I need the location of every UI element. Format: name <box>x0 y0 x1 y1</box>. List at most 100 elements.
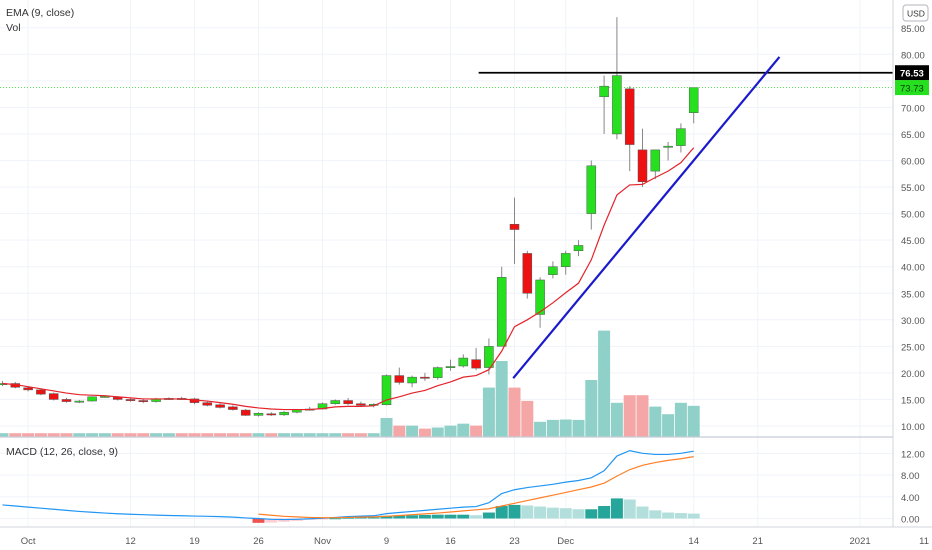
macd-histogram-bar <box>598 506 611 519</box>
candle[interactable] <box>432 366 443 380</box>
macd-legend[interactable]: MACD (12, 26, close, 9) <box>6 446 118 458</box>
candle[interactable] <box>663 141 673 161</box>
candle[interactable] <box>74 399 85 404</box>
macd-histogram <box>252 498 700 523</box>
currency-button-frame <box>902 4 929 22</box>
candle-body <box>215 404 225 408</box>
macd-histogram-bar <box>495 506 508 519</box>
candle[interactable] <box>599 75 609 134</box>
volume-bar <box>137 433 150 437</box>
volume-bar <box>47 433 60 437</box>
candle[interactable] <box>484 338 494 375</box>
volume-bar <box>572 419 585 437</box>
candle-body <box>458 357 469 367</box>
candle[interactable] <box>240 409 251 416</box>
resistance-price-tag-bg <box>895 65 929 81</box>
candle[interactable] <box>612 17 622 140</box>
volume-bar <box>521 400 534 437</box>
candle[interactable] <box>496 266 507 347</box>
candle[interactable] <box>509 197 520 265</box>
volume-bar <box>342 433 355 437</box>
macd-histogram-bar <box>674 513 687 519</box>
trend-line[interactable] <box>512 56 781 379</box>
candle[interactable] <box>266 412 277 416</box>
candle[interactable] <box>560 250 571 275</box>
price-tick-label: 35.00 <box>901 289 925 300</box>
candle[interactable] <box>381 374 392 406</box>
volume-bar <box>34 433 47 437</box>
candle[interactable] <box>87 396 97 402</box>
macd-histogram-bar <box>572 509 585 519</box>
candle-body <box>253 413 264 416</box>
volume-bar <box>86 433 99 437</box>
candle[interactable] <box>573 240 584 257</box>
candle[interactable] <box>650 149 661 180</box>
macd-histogram-bar <box>380 515 393 519</box>
candle-body <box>279 411 289 416</box>
candle-body <box>522 253 533 294</box>
candle[interactable] <box>458 354 469 368</box>
candle-body <box>266 413 277 416</box>
time-tick-label: Dec <box>557 536 574 547</box>
candle[interactable] <box>343 397 353 406</box>
time-axis[interactable]: Oct 12 19 26 Nov 9 16 23 Dec 14 21 2021 11 <box>0 526 932 547</box>
candle-body <box>599 85 609 98</box>
price-tick-label: 85.00 <box>901 24 925 35</box>
candle[interactable] <box>330 399 341 405</box>
volume-bar <box>610 402 623 437</box>
candle[interactable] <box>676 123 686 153</box>
candle[interactable] <box>471 347 481 371</box>
volume-bar <box>201 433 214 437</box>
resistance-price-tag: 76.53 <box>895 65 929 81</box>
volume-bar <box>175 433 188 437</box>
price-tick-label: 80.00 <box>901 50 925 61</box>
candle[interactable] <box>228 405 238 411</box>
candle[interactable] <box>215 403 225 409</box>
candle[interactable] <box>61 397 72 403</box>
candle[interactable] <box>279 411 289 416</box>
price-tick-label: 40.00 <box>901 263 925 274</box>
macd-histogram-bar <box>354 517 367 519</box>
time-tick-label: 26 <box>253 536 264 547</box>
volume-legend[interactable]: Vol <box>6 22 21 34</box>
candle[interactable] <box>548 261 558 279</box>
candle[interactable] <box>394 367 405 385</box>
main-legend[interactable]: EMA (9, close) Vol <box>6 7 74 34</box>
candle[interactable] <box>445 359 456 371</box>
volume-bar <box>98 433 111 437</box>
volume-bar <box>495 361 508 437</box>
volume-bar <box>546 419 559 437</box>
candle[interactable] <box>125 398 136 402</box>
candle[interactable] <box>535 277 545 328</box>
macd-tick-label: 8.00 <box>901 471 920 482</box>
volume-bar <box>214 433 227 437</box>
candle[interactable] <box>36 388 46 396</box>
macd-histogram-bar <box>508 504 521 519</box>
grid <box>0 0 925 527</box>
candle-body <box>23 387 33 391</box>
candle[interactable] <box>253 412 264 417</box>
candle[interactable] <box>407 375 417 388</box>
volume-bar <box>73 433 86 437</box>
volume-bar <box>662 414 675 437</box>
candle[interactable] <box>202 401 213 407</box>
candle[interactable] <box>624 86 635 172</box>
volume-bar <box>598 330 611 437</box>
candle[interactable] <box>522 250 533 299</box>
candle[interactable] <box>420 372 430 381</box>
candle[interactable] <box>356 401 366 407</box>
volume-bars <box>0 330 700 437</box>
ema-legend[interactable]: EMA (9, close) <box>6 7 74 19</box>
candle[interactable] <box>586 160 597 230</box>
candle[interactable] <box>637 128 648 188</box>
candle-body <box>432 367 443 378</box>
candle[interactable] <box>48 392 59 401</box>
volume-bar <box>111 433 124 437</box>
time-tick-label: 2021 <box>850 536 871 547</box>
currency-button-label[interactable]: USD <box>907 9 925 19</box>
price-tick-label: 65.00 <box>901 130 925 141</box>
currency-button[interactable]: USD <box>902 4 929 22</box>
volume-bar <box>470 425 483 437</box>
